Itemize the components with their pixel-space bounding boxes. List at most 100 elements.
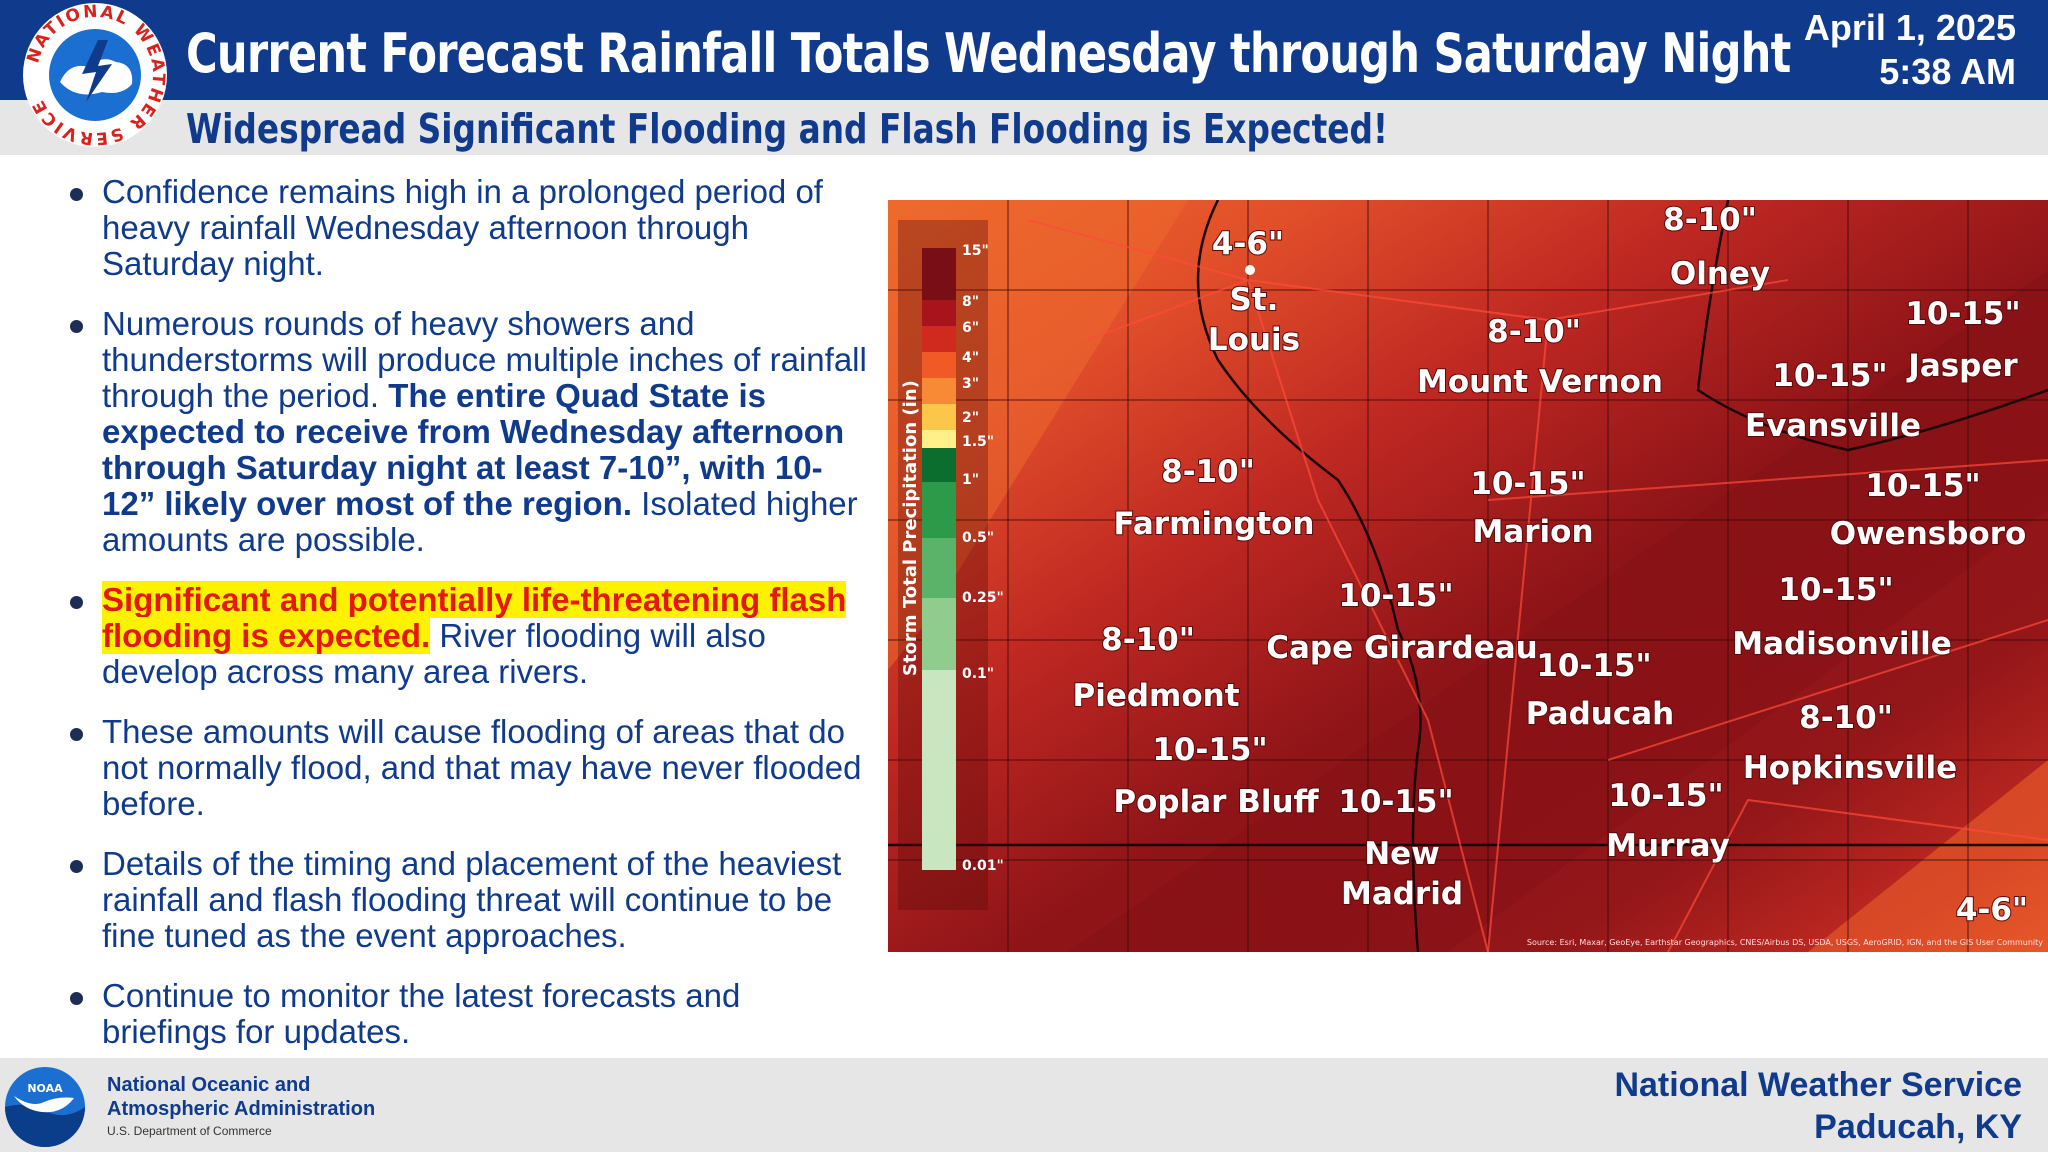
bullet-text: These amounts will cause flooding of are…: [102, 713, 862, 822]
office-block: National Weather Service Paducah, KY: [1614, 1064, 2022, 1148]
city-name: Marion: [1472, 514, 1593, 550]
legend-tick: 0.5": [962, 530, 994, 546]
footer-bar: [0, 1058, 2048, 1152]
city-amount: 10-15": [1152, 732, 1267, 768]
city-amount: 10-15": [1470, 466, 1585, 502]
bullet-text: Isolated higher amounts are possible.: [102, 485, 858, 558]
office-name: National Weather Service: [1614, 1066, 2022, 1104]
issue-date: April 1, 2025: [1803, 7, 2016, 48]
issue-time: 5:38 AM: [1879, 51, 2016, 92]
city-name: Louis: [1208, 322, 1300, 358]
county-boundaries: [888, 200, 2048, 952]
city-label-hopkinsville: 8-10" Hopkinsville: [1742, 699, 1958, 787]
city-label-marion: 10-15" Marion: [1469, 465, 1594, 551]
city-name: Murray: [1606, 828, 1730, 864]
bullet-item: Numerous rounds of heavy showers and thu…: [62, 306, 872, 558]
city-amount: 4-6": [1956, 892, 2028, 928]
legend-tick: 0.25": [962, 590, 1004, 606]
city-label-farmington: 8-10" Farmington: [1113, 453, 1316, 543]
page-subtitle: Widespread Significant Flooding and Flas…: [186, 105, 1388, 153]
agency-block: National Oceanic and Atmospheric Adminis…: [107, 1073, 375, 1141]
city-name: Jasper: [1906, 348, 2018, 384]
noaa-logo: NOAA: [5, 1067, 85, 1147]
issue-datetime: April 1, 2025 5:38 AM: [1804, 6, 2016, 94]
city-label-jasper: 10-15" Jasper: [1904, 295, 2021, 385]
city-label-poplar-bluff: 10-15" Poplar Bluff: [1112, 731, 1320, 821]
city-label-st-louis: 4-6" St. Louis: [1207, 225, 1301, 359]
city-label-owensboro: 10-15" Owensboro: [1829, 467, 2028, 553]
city-name: Farmington: [1114, 506, 1315, 542]
legend-tick: 1": [962, 472, 979, 488]
city-label-evansville: 10-15" Evansville: [1744, 357, 1922, 445]
city-amount: 10-15": [1338, 784, 1453, 820]
bullet-text: Confidence remains high in a prolonged p…: [102, 173, 823, 282]
city-name: Poplar Bluff: [1113, 784, 1319, 820]
city-name: St.: [1230, 282, 1279, 318]
city-amount: 10-15": [1905, 296, 2020, 332]
city-name: New: [1364, 836, 1440, 872]
city-name: Cape Girardeau: [1266, 630, 1537, 666]
bullet-text: Numerous rounds of heavy showers and thu…: [102, 305, 867, 414]
bullet-bold-text: The entire Quad State is expected to rec…: [102, 377, 845, 522]
agency-department: U.S. Department of Commerce: [107, 1124, 272, 1138]
page-title: Current Forecast Rainfall Totals Wednesd…: [186, 22, 1791, 85]
header-bar: [0, 0, 2048, 100]
city-amount: 10-15": [1865, 468, 1980, 504]
city-label-mount-vernon: 8-10" Mount Vernon: [1416, 313, 1664, 401]
agency-name-line2: Atmospheric Administration: [107, 1098, 376, 1120]
city-name: Madrid: [1341, 876, 1463, 912]
office-location: Paducah, KY: [1814, 1108, 2022, 1146]
legend-title: Storm Total Precipitation (in): [900, 380, 921, 676]
city-name: Evansville: [1745, 408, 1921, 444]
city-amount: 10-15": [1778, 572, 1893, 608]
city-name: Piedmont: [1072, 678, 1239, 714]
city-amount: 8-10": [1101, 622, 1195, 658]
legend-tick: 3": [962, 376, 979, 392]
legend-tick: 0.1": [962, 666, 994, 682]
city-label-olney: 8-10" Olney: [1662, 201, 1771, 293]
bullet-text: Details of the timing and placement of t…: [102, 845, 842, 954]
bullet-item: Details of the timing and placement of t…: [62, 846, 872, 954]
legend-tick: 0.01": [962, 858, 1004, 874]
rainfall-map: 15" 8" 6" 4" 3" 2" 1.5" 1" 0.5" 0.25" 0.…: [888, 200, 2048, 952]
bullet-item: Continue to monitor the latest forecasts…: [62, 978, 872, 1050]
city-amount: 8-10": [1663, 202, 1757, 238]
city-label-piedmont: 8-10" Piedmont: [1071, 621, 1240, 715]
legend-tick: 1.5": [962, 434, 994, 450]
nws-logo: NATIONAL WEATHER SERVICE: [23, 2, 167, 148]
city-label-madisonville: 10-15" Madisonville: [1731, 571, 1953, 663]
city-name: Owensboro: [1830, 516, 2027, 552]
city-label-cape-girardeau: 10-15" Cape Girardeau: [1265, 577, 1538, 667]
legend-tick: 8": [962, 294, 979, 310]
highways: [1027, 219, 2048, 952]
subheader-bar: [0, 100, 2048, 155]
state-boundaries: [888, 200, 2048, 952]
bullet-item: Confidence remains high in a prolonged p…: [62, 174, 872, 282]
legend-tick: 4": [962, 350, 979, 366]
legend-tick: 6": [962, 320, 979, 336]
city-amount: 8-10": [1161, 454, 1255, 490]
precip-legend: 15" 8" 6" 4" 3" 2" 1.5" 1" 0.5" 0.25" 0.…: [898, 220, 1004, 910]
city-amount: 8-10": [1799, 700, 1893, 736]
city-amount: 10-15": [1772, 358, 1887, 394]
legend-tick: 15": [962, 243, 989, 259]
bullet-item: These amounts will cause flooding of are…: [62, 714, 872, 822]
map-source-credit: Source: Esri, Maxar, GeoEye, Earthstar G…: [1527, 938, 2043, 947]
agency-name-line1: National Oceanic and: [107, 1074, 311, 1096]
city-label-new-madrid: 10-15" New Madrid: [1337, 783, 1464, 913]
city-dot: [1245, 265, 1255, 275]
city-amount: 10-15": [1536, 648, 1651, 684]
bullet-item: Significant and potentially life-threate…: [62, 581, 872, 690]
rainfall-band-dark: [1068, 270, 2048, 952]
noaa-logo-text: NOAA: [27, 1082, 63, 1095]
city-amount: 10-15": [1338, 578, 1453, 614]
rainfall-band-light: [1808, 760, 2048, 952]
city-name: Mount Vernon: [1417, 364, 1663, 400]
city-label-murray: 10-15" Murray: [1605, 777, 1731, 865]
city-label-paducah: 10-15" Paducah: [1525, 647, 1675, 733]
bullet-text: River flooding will also develop across …: [102, 617, 766, 690]
bullet-text: Continue to monitor the latest forecasts…: [102, 977, 741, 1050]
city-name: Paducah: [1526, 696, 1674, 732]
rainfall-band-light: [888, 200, 1188, 670]
city-amount: 4-6": [1212, 226, 1284, 262]
